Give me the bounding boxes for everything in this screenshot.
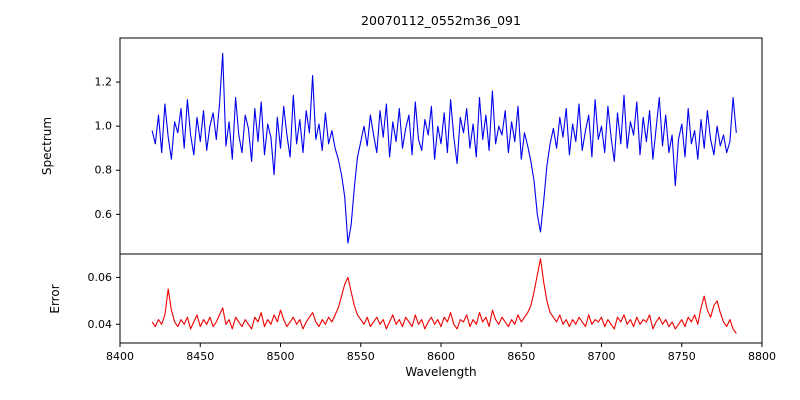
spectrum-y-tick-label: 1.0 [95, 120, 113, 133]
chart-title: 20070112_0552m36_091 [361, 13, 521, 28]
x-tick-label: 8700 [588, 350, 616, 363]
error-line [151, 258, 737, 334]
error-ylabel: Error [48, 284, 62, 314]
spectrum-line [151, 52, 737, 244]
spectrum-y-tick-label: 0.6 [95, 208, 113, 221]
x-tick-label: 8600 [427, 350, 455, 363]
x-tick-label: 8450 [186, 350, 214, 363]
x-tick-label: 8500 [267, 350, 295, 363]
spectrum-ylabel: Spectrum [40, 116, 54, 176]
spectrum-axes-frame [119, 37, 763, 255]
error-axes-frame [119, 253, 763, 344]
error-y-tick-label: 0.04 [88, 318, 113, 331]
spectrum-y-tick-label: 1.2 [95, 76, 113, 89]
xlabel: Wavelength [405, 365, 477, 379]
spectrum-y-tick-label: 0.8 [95, 164, 113, 177]
error-y-tick-label: 0.06 [88, 271, 113, 284]
x-tick-label: 8650 [507, 350, 535, 363]
x-tick-label: 8800 [748, 350, 776, 363]
x-tick-label: 8550 [347, 350, 375, 363]
x-tick-label: 8750 [668, 350, 696, 363]
x-tick-label: 8400 [106, 350, 134, 363]
